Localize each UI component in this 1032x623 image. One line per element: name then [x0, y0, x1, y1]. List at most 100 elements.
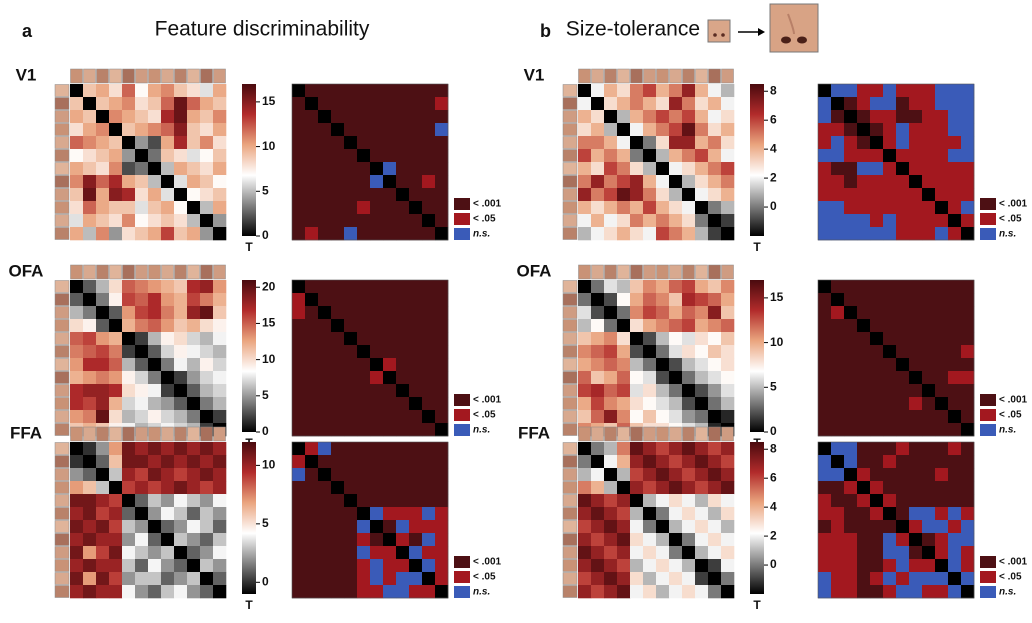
cell	[305, 468, 319, 482]
cell	[83, 306, 97, 320]
cell	[370, 188, 384, 202]
cell	[109, 332, 123, 346]
cell	[305, 162, 319, 176]
cell	[896, 306, 910, 320]
cell	[396, 423, 410, 437]
diagonal-cell	[630, 332, 644, 346]
cell	[695, 175, 709, 189]
cell	[630, 84, 644, 98]
cell	[344, 384, 358, 398]
cell	[857, 97, 871, 111]
cell	[948, 162, 962, 176]
cell	[174, 520, 188, 534]
cell	[318, 481, 332, 495]
cell	[70, 162, 84, 176]
cell	[831, 123, 845, 137]
cell	[935, 371, 949, 385]
thumbnail	[122, 264, 135, 280]
cell	[857, 345, 871, 359]
diagonal-cell	[656, 162, 670, 176]
cell	[883, 442, 897, 456]
cell	[909, 358, 923, 372]
colorbar-tick-label: 15	[770, 290, 784, 304]
cell	[213, 507, 227, 521]
cell	[213, 110, 227, 124]
cell	[578, 201, 592, 215]
cell	[357, 442, 371, 456]
colorbar-tick-label: 10	[262, 458, 276, 472]
thumbnail	[148, 68, 161, 84]
cell	[305, 123, 319, 137]
thumbnail	[109, 426, 122, 442]
cell	[844, 585, 858, 599]
cell	[669, 507, 683, 521]
cell	[695, 494, 709, 508]
cell	[357, 358, 371, 372]
cell	[396, 293, 410, 307]
cell	[109, 162, 123, 176]
cell	[409, 455, 423, 469]
cell	[435, 319, 449, 333]
cell	[370, 97, 384, 111]
colorbar-tick-label: 10	[262, 352, 276, 366]
thumbnail	[591, 264, 604, 280]
diagonal-cell	[174, 384, 188, 398]
cell	[948, 280, 962, 294]
cell	[200, 123, 214, 137]
cell	[292, 585, 306, 599]
cell	[213, 136, 227, 150]
cell	[161, 455, 175, 469]
cell	[148, 559, 162, 573]
cell	[370, 468, 384, 482]
cell	[331, 410, 345, 424]
cell	[344, 345, 358, 359]
cell	[383, 136, 397, 150]
cell	[292, 468, 306, 482]
cell	[96, 293, 110, 307]
cell	[844, 175, 858, 189]
cell	[435, 110, 449, 124]
cell	[213, 214, 227, 228]
cell	[870, 455, 884, 469]
cell	[357, 410, 371, 424]
cell	[656, 455, 670, 469]
cell	[370, 559, 384, 573]
cell	[83, 468, 97, 482]
cell	[844, 319, 858, 333]
thumbnail	[54, 214, 70, 227]
cell	[331, 162, 345, 176]
cell	[604, 533, 618, 547]
thumbnail	[54, 455, 70, 468]
diagonal-cell	[935, 201, 949, 215]
cell	[135, 214, 149, 228]
cell	[896, 410, 910, 424]
cell	[422, 162, 436, 176]
cell	[669, 481, 683, 495]
cell	[305, 319, 319, 333]
cell	[656, 149, 670, 163]
cell	[213, 397, 227, 411]
cell	[318, 136, 332, 150]
cell	[70, 293, 84, 307]
cell	[643, 468, 657, 482]
thumbnail	[562, 559, 578, 572]
legend-swatch	[980, 424, 996, 436]
cell	[435, 572, 449, 586]
cell	[409, 319, 423, 333]
cell	[331, 136, 345, 150]
diagonal-cell	[109, 481, 123, 495]
cell	[422, 84, 436, 98]
cell	[578, 97, 592, 111]
cell	[422, 227, 436, 241]
cell	[604, 559, 618, 573]
cell	[422, 546, 436, 560]
diagonal-cell	[578, 84, 592, 98]
cell	[292, 533, 306, 547]
cell	[669, 397, 683, 411]
cell	[669, 559, 683, 573]
cell	[682, 572, 696, 586]
diagonal-cell	[344, 136, 358, 150]
thumbnail	[562, 572, 578, 585]
cell	[818, 520, 832, 534]
cell	[591, 546, 605, 560]
